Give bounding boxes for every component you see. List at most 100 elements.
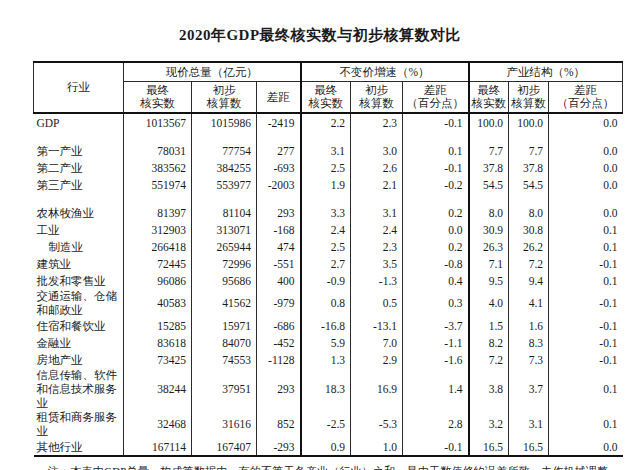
table-row: 交通运输、仓储 和邮政业4058341562-9790.80.50.34.04.… [34,289,623,317]
row-label [34,131,124,142]
cell-value: 383562 [124,159,192,176]
cell-value: -1.1 [403,334,469,351]
cell-value: 553977 [192,176,257,193]
cell-value: 0.0 [549,113,623,131]
row-label: 工业 [34,221,124,238]
table-row: GDP10135671015986-24192.22.3-0.1100.0100… [34,113,623,131]
cell-value: 9.4 [509,272,549,289]
row-label: 其他行业 [34,438,124,456]
cell-value: 312903 [124,221,192,238]
sub-header-gap: 差距 [257,82,301,114]
cell-value: 313071 [192,221,257,238]
cell-value: 2.1 [351,176,403,193]
cell-value: -0.1 [549,255,623,272]
cell-value: 1.5 [469,317,509,334]
cell-value: 3.1 [509,410,549,438]
table-row: 金融业8361884070-4525.97.0-1.18.28.3-0.1 [34,334,623,351]
cell-value: -979 [257,289,301,317]
cell-value [509,131,549,142]
cell-value [124,193,192,204]
row-label: 制造业 [34,238,124,255]
cell-value: 7.1 [469,255,509,272]
cell-value: 83618 [124,334,192,351]
cell-value: 84070 [192,334,257,351]
cell-value: 1.0 [351,438,403,456]
cell-value: 26.2 [509,238,549,255]
cell-value: 265944 [192,238,257,255]
cell-value: 2.3 [351,113,403,131]
cell-value: 0.0 [549,438,623,456]
row-label: GDP [34,113,124,131]
cell-value: -293 [257,438,301,456]
cell-value: 73425 [124,351,192,368]
cell-value: -1.6 [403,351,469,368]
cell-value: 2.2 [301,113,351,131]
cell-value: 4.0 [469,289,509,317]
cell-value [257,131,301,142]
cell-value [257,193,301,204]
row-label: 批发和零售业 [34,272,124,289]
cell-value: 2.3 [351,238,403,255]
cell-value: 3.1 [351,204,403,221]
cell-value: -16.8 [301,317,351,334]
cell-value: 54.5 [469,176,509,193]
cell-value: 3.0 [351,142,403,159]
gdp-comparison-table: 行业 现价总量（亿元） 不变价增速（%） 产业结构（%） 最终 核实数 初步 核… [33,61,623,457]
cell-value [351,131,403,142]
table-row: 租赁和商务服务业3246831616852-2.5-5.32.83.23.10.… [34,410,623,438]
cell-value: -551 [257,255,301,272]
cell-value [351,193,403,204]
cell-value: 7.7 [509,142,549,159]
cell-value: -0.8 [403,255,469,272]
cell-value: 0.4 [403,272,469,289]
cell-value: -0.1 [549,289,623,317]
cell-value: -0.9 [301,272,351,289]
table-row: 制造业2664182659444742.52.30.226.326.20.1 [34,238,623,255]
table-row: 房地产业7342574553-11281.32.9-1.67.27.3-0.1 [34,351,623,368]
cell-value: 1.4 [403,368,469,410]
cell-value: 7.0 [351,334,403,351]
cell-value: 167407 [192,438,257,456]
row-label: 建筑业 [34,255,124,272]
cell-value: 1.6 [509,317,549,334]
cell-value: -0.1 [403,438,469,456]
cell-value: -0.1 [549,334,623,351]
group-header-industry-structure: 产业结构（%） [469,62,623,82]
cell-value: 8.0 [509,204,549,221]
cell-value [192,131,257,142]
cell-value: 293 [257,204,301,221]
spacer-row [34,131,623,142]
cell-value: 277 [257,142,301,159]
row-label: 第一产业 [34,142,124,159]
spacer-row [34,193,623,204]
cell-value: 0.2 [403,238,469,255]
cell-value: 266418 [124,238,192,255]
group-header-current-price: 现价总量（亿元） [124,62,301,82]
cell-value: 54.5 [509,176,549,193]
cell-value: -13.1 [351,317,403,334]
cell-value: 2.6 [351,159,403,176]
cell-value: -2419 [257,113,301,131]
cell-value: -693 [257,159,301,176]
cell-value: 0.0 [549,204,623,221]
cell-value: 16.5 [509,438,549,456]
cell-value: 0.8 [301,289,351,317]
cell-value: 81397 [124,204,192,221]
cell-value: 2.5 [301,238,351,255]
cell-value: 7.3 [509,351,549,368]
cell-value: 78031 [124,142,192,159]
cell-value: 293 [257,368,301,410]
cell-value: -0.1 [403,113,469,131]
cell-value [549,131,623,142]
table-row: 第一产业78031777542773.13.00.17.77.70.0 [34,142,623,159]
cell-value: 81104 [192,204,257,221]
cell-value: 30.9 [469,221,509,238]
cell-value: -2.5 [301,410,351,438]
corner-header-industry: 行业 [34,62,124,113]
cell-value: 77754 [192,142,257,159]
table-row: 信息传输、软件 和信息技术服务业382443795129318.316.91.4… [34,368,623,410]
table-row: 农林牧渔业81397811042933.33.10.28.08.00.0 [34,204,623,221]
table-body: GDP10135671015986-24192.22.3-0.1100.0100… [34,113,623,456]
cell-value: 2.8 [403,410,469,438]
cell-value: 2.7 [301,255,351,272]
